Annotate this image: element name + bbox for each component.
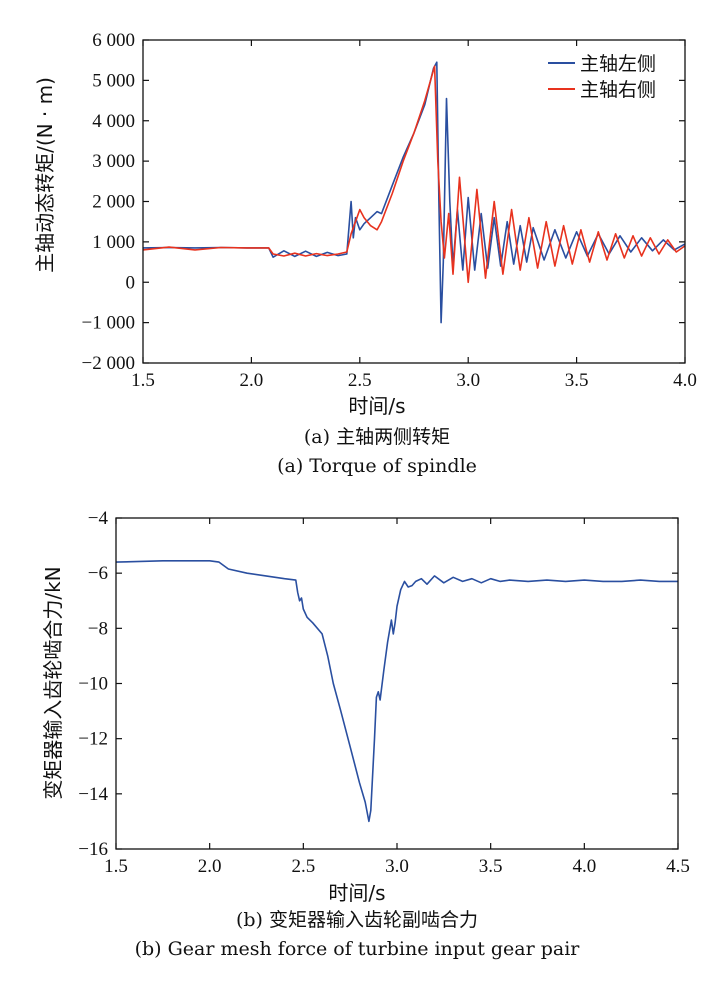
ticks-b: 1.5 2.0 2.5 3.0 3.5 4.0 4.5 −4 −6 −8 −10 −12 −14 −16 xyxy=(78,508,690,877)
x-axis-title-a: 时间/s xyxy=(348,394,405,418)
caption-en-b: (b) Gear mesh force of turbine input gea… xyxy=(135,938,581,960)
x-tick-label-a: 2.5 xyxy=(348,370,372,391)
x-tick-label-a: 2.0 xyxy=(240,370,264,391)
legend-a: 主轴左侧 主轴右侧 xyxy=(548,53,656,101)
x-tick-label-a: 4.0 xyxy=(673,370,697,391)
y-tick-label-b: −6 xyxy=(88,563,108,584)
x-tick-label-b: 1.5 xyxy=(104,856,128,877)
y-tick-label-a: 4 000 xyxy=(92,111,135,132)
series-line-b-0 xyxy=(115,560,678,823)
x-tick-label-b: 4.0 xyxy=(572,856,596,877)
x-axis-title-b: 时间/s xyxy=(328,881,385,905)
plot-area-b xyxy=(115,560,678,823)
caption-en-a: (a) Torque of spindle xyxy=(277,455,477,477)
y-tick-label-a: 1 000 xyxy=(92,232,135,253)
y-tick-label-a: 0 xyxy=(126,272,136,293)
chart-gear-mesh-force: 1.5 2.0 2.5 3.0 3.5 4.0 4.5−4−6−8−10−12−14−16 … xyxy=(41,508,690,960)
y-axis-title-b: 变矩器输入齿轮啮合力/kN xyxy=(41,566,65,799)
y-tick-label-b: −12 xyxy=(78,729,108,750)
x-tick-label-b: 2.5 xyxy=(291,856,315,877)
y-tick-label-b: −10 xyxy=(78,674,108,695)
y-axis-title-a: 主轴动态转矩/(N · m) xyxy=(33,77,57,273)
y-tick-label-a: −2 000 xyxy=(82,353,135,374)
series-line-a-0 xyxy=(142,61,686,324)
plot-frame-b xyxy=(115,517,679,850)
series-line-a-1 xyxy=(142,65,686,284)
y-tick-label-a: 5 000 xyxy=(92,70,135,91)
legend-label-left: 主轴左侧 xyxy=(580,53,656,75)
x-tick-label-b: 3.5 xyxy=(479,856,503,877)
y-tick-label-a: −1 000 xyxy=(82,313,135,334)
x-tick-label-b: 4.5 xyxy=(666,856,690,877)
y-tick-label-b: −4 xyxy=(88,508,109,529)
x-tick-label-b: 3.0 xyxy=(385,856,409,877)
y-tick-label-a: 2 000 xyxy=(92,192,135,213)
y-tick-label-a: 6 000 xyxy=(92,30,135,51)
plot-area-a xyxy=(142,61,686,324)
caption-cn-b: (b) 变矩器输入齿轮副啮合力 xyxy=(236,909,478,931)
caption-cn-a: (a) 主轴两侧转矩 xyxy=(304,426,450,448)
legend-label-right: 主轴右侧 xyxy=(580,79,656,101)
x-tick-label-b: 2.0 xyxy=(198,856,222,877)
y-tick-label-b: −14 xyxy=(78,784,108,805)
x-tick-label-a: 3.5 xyxy=(565,370,589,391)
x-tick-label-a: 3.0 xyxy=(456,370,480,391)
x-tick-label-a: 1.5 xyxy=(131,370,155,391)
y-tick-label-b: −8 xyxy=(88,618,108,639)
y-tick-label-a: 3 000 xyxy=(92,151,135,172)
y-tick-label-b: −16 xyxy=(78,839,108,860)
ticks-a: 1.5 2.0 2.5 3.0 3.5 4.0 6 000 5 000 4 000 3 000 2 … xyxy=(82,30,697,391)
chart-torque-spindle: 1.5 2.0 2.5 3.0 3.5 4.0 6 000 5 000 4 000 3 000 2 … xyxy=(33,30,697,477)
